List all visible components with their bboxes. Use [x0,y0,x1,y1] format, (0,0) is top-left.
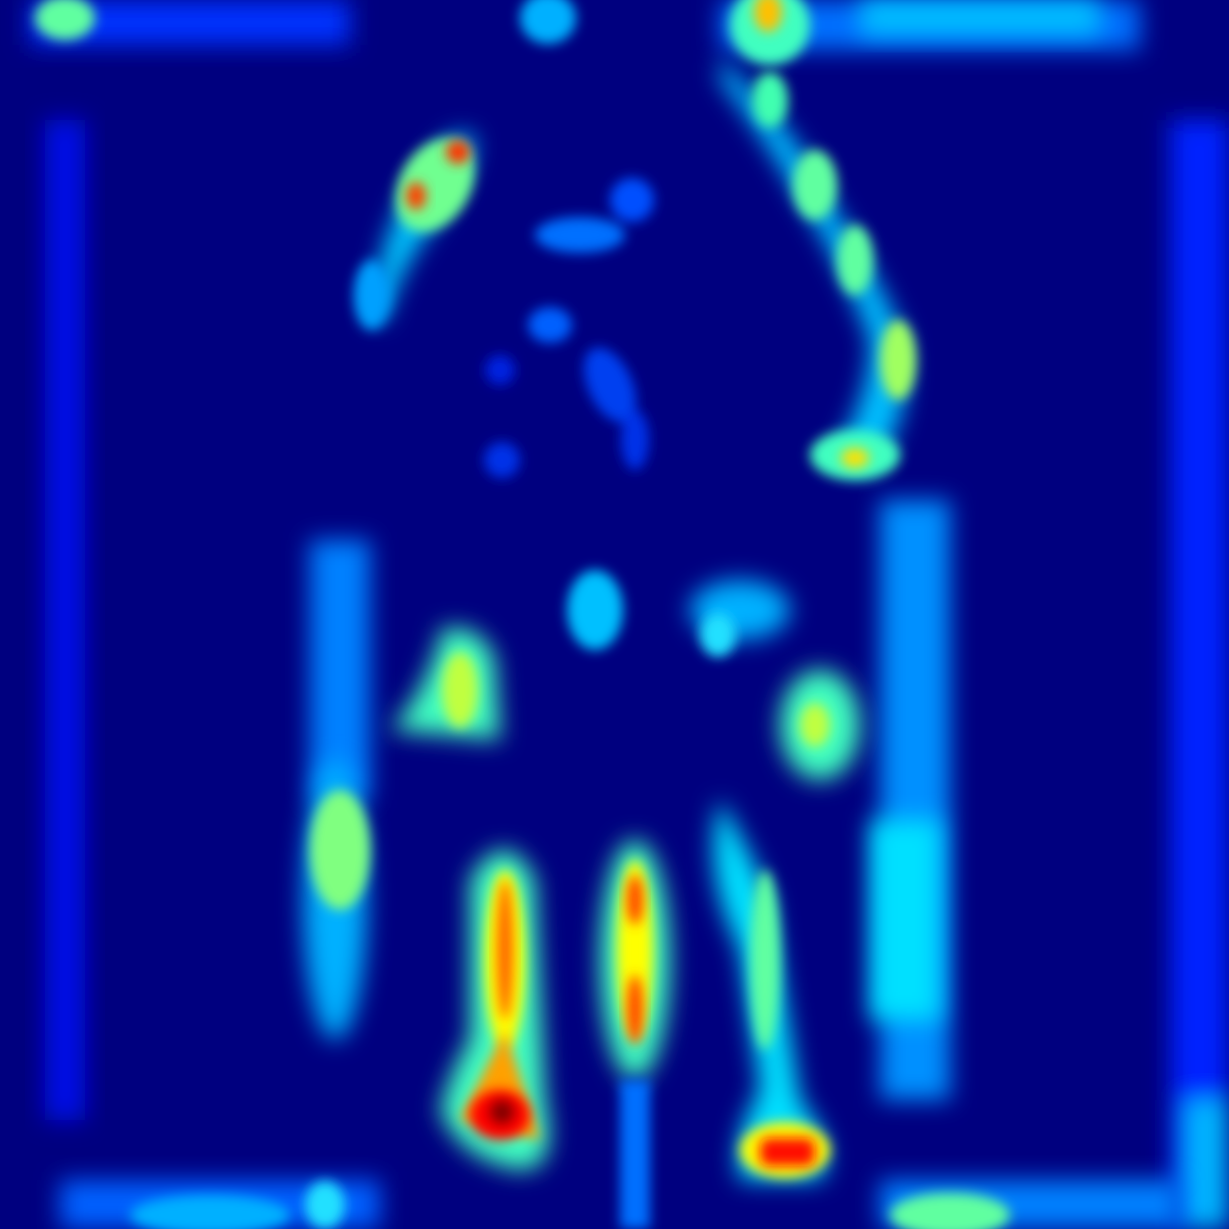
left-mid-glow [310,540,370,800]
center-spot [567,570,623,650]
center-left-blob [390,628,500,740]
top-left-band [30,0,350,45]
left-edge-strip [45,120,85,1120]
top-center-spot [520,0,576,44]
top-right-band [720,0,1140,65]
lower-column-2 [600,840,670,1080]
bottom-right-band [880,1180,1180,1229]
right-column [870,820,940,1020]
mid-right-blob [810,430,900,480]
lower-column-1 [440,850,550,1170]
right-arc [720,60,916,470]
center-top-streaks [484,178,654,478]
top-right-peak [754,0,782,32]
right-edge-strip [1170,120,1229,1229]
center-right-spot [690,580,790,657]
center-bottom-streak [620,1080,650,1229]
right-mid-blob [780,670,860,780]
left-lower-blob [303,760,370,1040]
bottom-left-band [60,1180,380,1229]
lower-column-3 [713,800,830,1180]
upper-left-arc [354,133,475,330]
